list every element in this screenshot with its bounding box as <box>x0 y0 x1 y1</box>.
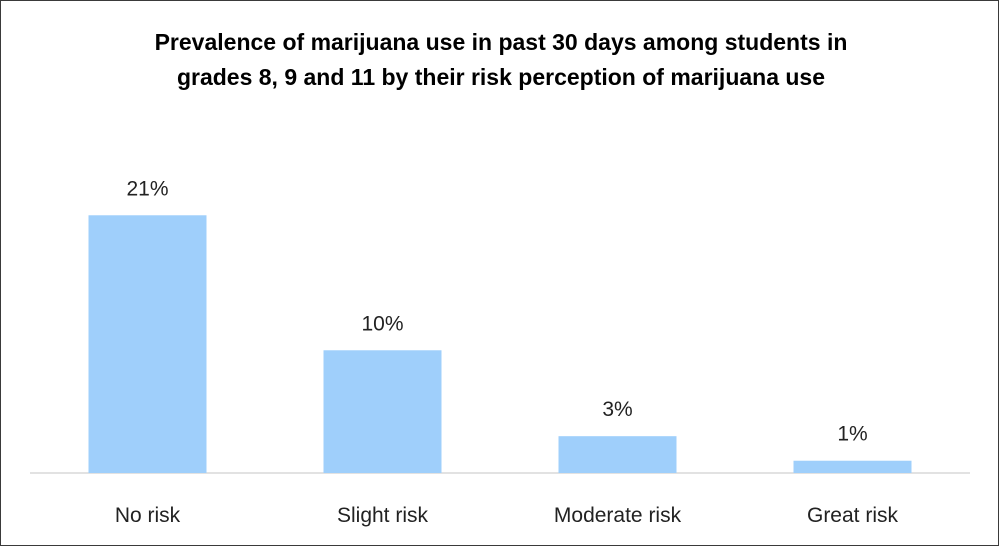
x-tick-label: Moderate risk <box>554 504 682 527</box>
x-tick-label: Great risk <box>807 504 899 527</box>
data-label: 1% <box>837 423 867 446</box>
data-label: 10% <box>361 312 403 335</box>
bar-slight-risk <box>323 350 442 473</box>
x-tick-label: No risk <box>115 504 181 527</box>
bars-group: 21% No risk 10% Slight risk 3% Moderate risk 1… <box>88 177 912 527</box>
bar-moderate-risk <box>558 436 677 473</box>
data-label: 3% <box>602 398 632 421</box>
x-tick-label: Slight risk <box>337 504 429 527</box>
data-label: 21% <box>126 177 168 200</box>
chart-title: Prevalence of marijuana use in past 30 d… <box>154 29 848 90</box>
bar-great-risk <box>793 460 912 473</box>
bar-no-risk <box>88 215 207 474</box>
